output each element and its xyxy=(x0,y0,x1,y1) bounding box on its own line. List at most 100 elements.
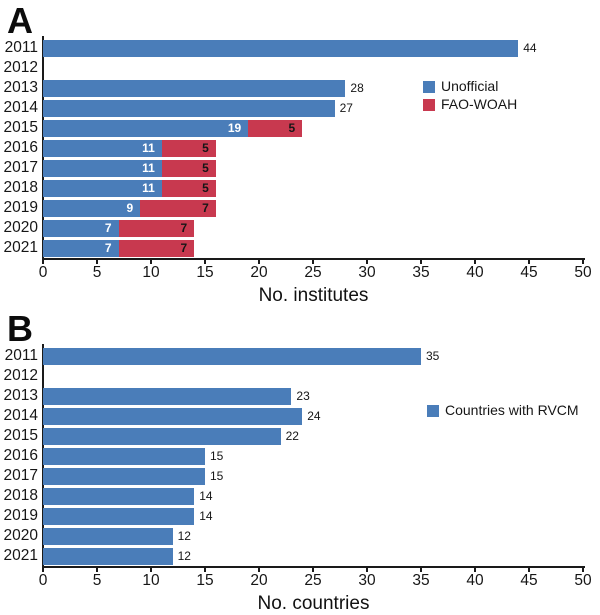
y-axis-tick-label: 2012 xyxy=(3,59,38,76)
y-axis-tick-label: 2011 xyxy=(4,347,38,364)
bar-segment xyxy=(43,547,173,565)
x-axis-tick-label: 45 xyxy=(520,264,538,281)
bar-segment xyxy=(43,387,292,405)
bar-value-label: 11 xyxy=(142,140,155,155)
bar-segment xyxy=(43,199,141,217)
bar-value-label: 44 xyxy=(523,41,537,55)
bar-segment xyxy=(43,139,162,157)
x-axis-tick xyxy=(474,568,476,572)
bar-value-label: 35 xyxy=(426,349,440,363)
bar-segment xyxy=(43,99,335,117)
x-axis-tick-label: 20 xyxy=(250,572,268,589)
panel-b-plot: 0 5 10 15 20 25 30 35 40 45 50 2011 35 2012 2013 23 2014… xyxy=(0,308,600,615)
x-axis-tick xyxy=(582,260,584,264)
bar-segment xyxy=(43,219,119,237)
bar-segment xyxy=(43,427,281,445)
bar-value-label: 11 xyxy=(142,160,155,175)
bar-value-label: 12 xyxy=(177,529,191,543)
x-axis-tick-label: 40 xyxy=(466,572,484,589)
panel-a-label: A xyxy=(7,0,33,41)
y-axis-tick-label: 2019 xyxy=(3,507,38,524)
bar-value-label: 5 xyxy=(202,140,209,155)
x-axis-tick xyxy=(258,568,260,572)
panel-b-legend: Countries with RVCM xyxy=(427,403,579,421)
y-axis-tick-label: 2020 xyxy=(3,527,38,544)
x-axis-tick-label: 10 xyxy=(142,264,160,281)
panel-b: B 0 5 10 15 20 25 30 35 40 45 50 2011 35 2012 2013 23 20… xyxy=(0,308,600,615)
panel-a: A 0 5 10 15 20 25 30 35 40 45 50 2011 44 2012 2013 28 20… xyxy=(0,0,600,307)
y-axis-tick-label: 2019 xyxy=(3,199,38,216)
bar-segment xyxy=(43,467,205,485)
bar-value-label: 7 xyxy=(104,220,112,235)
x-axis-tick xyxy=(42,260,44,264)
y-axis-tick-label: 2020 xyxy=(3,219,38,236)
y-axis-tick-label: 2016 xyxy=(3,447,38,464)
bar-value-label: 19 xyxy=(227,120,242,135)
bar-value-label: 23 xyxy=(296,389,310,403)
x-axis-tick-label: 5 xyxy=(92,264,102,281)
bar-segment xyxy=(118,239,195,257)
legend-item: Unofficial xyxy=(423,79,517,94)
x-axis-tick-label: 50 xyxy=(574,264,592,281)
bar-value-label: 24 xyxy=(307,409,321,423)
x-axis-tick-label: 30 xyxy=(358,264,376,281)
legend-label: Unofficial xyxy=(441,78,499,94)
panel-a-legend: Unofficial FAO-WOAH xyxy=(423,79,517,115)
bar-segment xyxy=(43,239,119,257)
x-axis-tick-label: 15 xyxy=(196,572,214,589)
x-axis-tick xyxy=(204,568,206,572)
bar-segment xyxy=(140,199,216,217)
y-axis-tick-label: 2014 xyxy=(3,99,38,116)
legend-label: FAO-WOAH xyxy=(441,96,518,112)
x-axis-line xyxy=(42,566,585,568)
panel-b-x-axis-title: No. countries xyxy=(257,593,370,614)
x-axis-tick-label: 15 xyxy=(196,264,214,281)
x-axis-tick-label: 25 xyxy=(304,572,322,589)
x-axis-tick xyxy=(312,568,314,572)
y-axis-tick-label: 2015 xyxy=(3,119,38,136)
bar-value-label: 5 xyxy=(202,180,209,195)
legend-swatch xyxy=(423,98,435,111)
bar-segment xyxy=(161,159,216,177)
y-axis-tick-label: 2017 xyxy=(3,467,38,484)
bar-segment xyxy=(43,487,195,505)
bar-value-label: 27 xyxy=(339,101,353,115)
x-axis-tick-label: 0 xyxy=(38,264,48,281)
bar-segment xyxy=(43,159,162,177)
y-axis-tick-label: 2018 xyxy=(3,487,38,504)
x-axis-tick xyxy=(312,260,314,264)
y-axis-tick-label: 2018 xyxy=(3,179,38,196)
bar-value-label: 7 xyxy=(180,220,188,235)
legend-item: FAO-WOAH xyxy=(423,97,517,112)
bar-value-label: 15 xyxy=(210,469,224,483)
bar-value-label: 15 xyxy=(210,449,224,463)
bar-value-label: 14 xyxy=(199,489,213,503)
x-axis-tick xyxy=(204,260,206,264)
bar-segment xyxy=(43,507,195,525)
legend-swatch xyxy=(423,80,435,93)
y-axis-tick-label: 2011 xyxy=(4,39,38,56)
x-axis-line xyxy=(42,258,585,260)
legend-swatch xyxy=(427,404,439,417)
x-axis-tick xyxy=(420,260,422,264)
x-axis-tick xyxy=(150,260,152,264)
x-axis-tick-label: 25 xyxy=(304,264,322,281)
panel-a-plot: 0 5 10 15 20 25 30 35 40 45 50 2011 44 2012 2013 28 2014… xyxy=(0,0,600,307)
bar-value-label: 5 xyxy=(202,160,209,175)
bar-segment xyxy=(161,179,216,197)
bar-value-label: 11 xyxy=(142,180,155,195)
x-axis-tick-label: 50 xyxy=(574,572,592,589)
x-axis-tick-label: 10 xyxy=(142,572,160,589)
bar-value-label: 7 xyxy=(202,200,209,215)
bar-segment xyxy=(43,39,519,57)
panel-b-label: B xyxy=(7,308,33,349)
bar-value-label: 12 xyxy=(177,549,191,563)
x-axis-tick xyxy=(528,568,530,572)
y-axis-tick-label: 2016 xyxy=(3,139,38,156)
y-axis-tick-label: 2017 xyxy=(3,159,38,176)
y-axis-tick-label: 2013 xyxy=(3,387,38,404)
bar-segment xyxy=(161,139,216,157)
bar-segment xyxy=(43,347,421,365)
y-axis-tick-label: 2015 xyxy=(3,427,38,444)
